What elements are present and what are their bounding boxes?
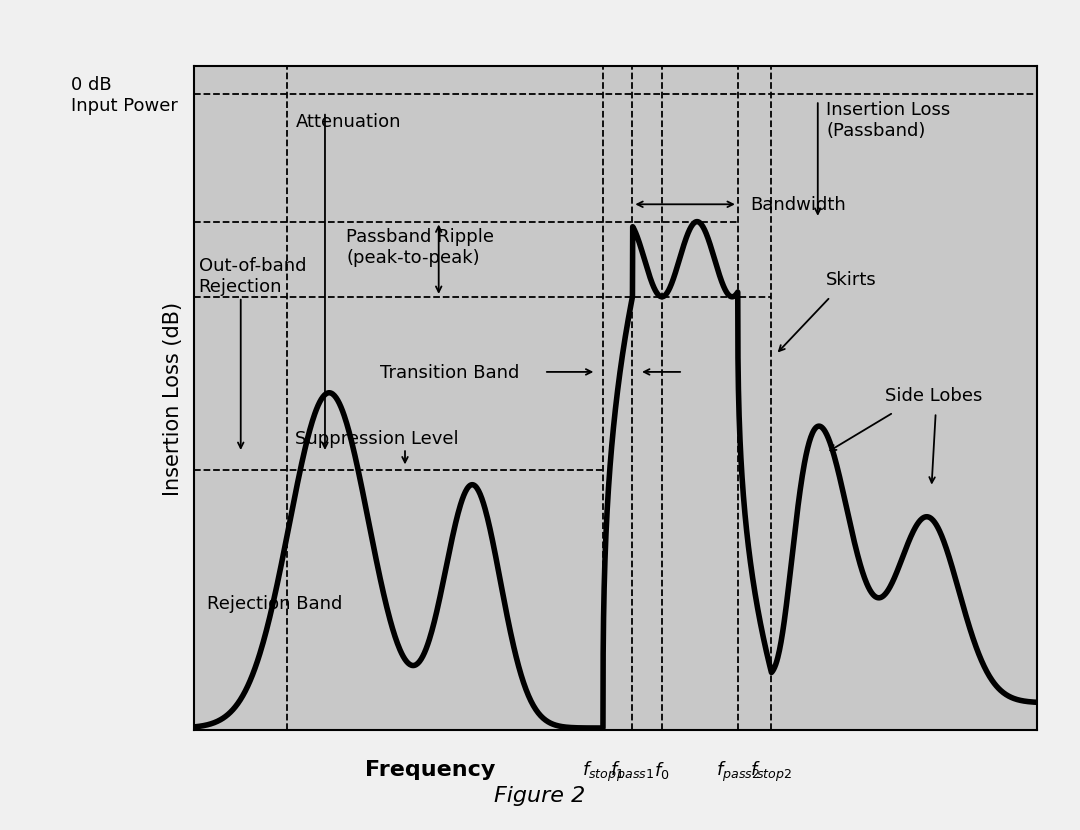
Text: $f_{stop2}$: $f_{stop2}$ [751,759,793,784]
Text: $f_{pass2}$: $f_{pass2}$ [716,759,759,784]
Text: Rejection Band: Rejection Band [207,594,342,613]
Y-axis label: Insertion Loss (dB): Insertion Loss (dB) [163,301,184,496]
Text: Bandwidth: Bandwidth [751,196,846,214]
Text: Figure 2: Figure 2 [495,785,585,805]
Text: Out-of-band
Rejection: Out-of-band Rejection [199,257,306,295]
Text: $f_{pass1}$: $f_{pass1}$ [610,759,654,784]
Text: $f_{stop1}$: $f_{stop1}$ [582,759,624,784]
Text: 0 dB
Input Power: 0 dB Input Power [70,76,177,115]
Text: Passband Ripple
(peak-to-peak): Passband Ripple (peak-to-peak) [346,228,494,266]
Text: Suppression Level: Suppression Level [296,429,459,447]
Text: Transition Band: Transition Band [380,364,519,382]
Text: Side Lobes: Side Lobes [886,387,983,404]
Text: Frequency: Frequency [365,759,496,779]
Text: Attenuation: Attenuation [296,113,401,130]
Text: $f_0$: $f_0$ [654,759,670,780]
Text: Insertion Loss
(Passband): Insertion Loss (Passband) [826,101,950,139]
Text: Skirts: Skirts [826,271,877,289]
